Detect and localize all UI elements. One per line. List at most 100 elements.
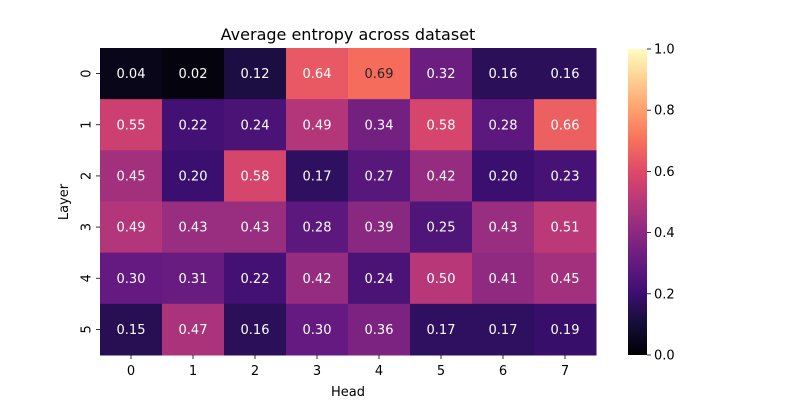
cell-value-label: 0.31 bbox=[179, 272, 208, 287]
cell-value-label: 0.16 bbox=[489, 67, 518, 82]
cell-value-label: 0.47 bbox=[179, 323, 208, 338]
heatmap-cell bbox=[472, 303, 535, 356]
heatmap-cell bbox=[162, 99, 225, 151]
heatmap-cell bbox=[286, 150, 349, 202]
heatmap-cell bbox=[348, 99, 411, 151]
colorbar-tick-label: 0.8 bbox=[654, 104, 675, 119]
cell-value-label: 0.04 bbox=[117, 67, 146, 82]
cell-value-label: 0.22 bbox=[179, 118, 208, 133]
x-tick-label: 5 bbox=[437, 364, 445, 379]
cell-value-label: 0.02 bbox=[179, 67, 208, 82]
heatmap-cell bbox=[410, 150, 473, 202]
cell-value-label: 0.45 bbox=[117, 169, 146, 184]
heatmap-cell bbox=[100, 99, 163, 151]
cell-value-label: 0.17 bbox=[427, 323, 456, 338]
cell-value-label: 0.16 bbox=[241, 323, 270, 338]
heatmap-cell bbox=[286, 201, 349, 254]
x-tick-label: 3 bbox=[313, 364, 321, 379]
cell-value-label: 0.34 bbox=[365, 118, 394, 133]
colorbar-tick-label: 0.2 bbox=[654, 287, 675, 302]
cell-value-label: 0.22 bbox=[241, 272, 270, 287]
cell-value-label: 0.50 bbox=[427, 272, 456, 287]
heatmap-cell bbox=[472, 150, 535, 202]
x-tick-label: 7 bbox=[561, 364, 569, 379]
heatmap-cell bbox=[534, 150, 597, 202]
heatmap-cell bbox=[162, 303, 225, 356]
cell-value-label: 0.24 bbox=[241, 118, 270, 133]
colorbar-ticks: 0.0 0.2 0.4 0.6 0.8 1.0 bbox=[647, 43, 675, 364]
heatmap-cell bbox=[100, 252, 163, 305]
heatmap-cells: 0.04 0.02 0.12 0.64 0.69 0.32 0.16 0.16 0.55 0.22… bbox=[100, 48, 597, 356]
cell-value-label: 0.17 bbox=[489, 323, 518, 338]
y-axis-label: Layer bbox=[57, 183, 72, 220]
cell-value-label: 0.69 bbox=[365, 67, 394, 82]
heatmap-cell bbox=[472, 48, 535, 100]
x-tick-label: 0 bbox=[127, 364, 135, 379]
cell-value-label: 0.17 bbox=[303, 169, 332, 184]
heatmap-cell bbox=[100, 48, 163, 100]
cell-value-label: 0.30 bbox=[117, 272, 146, 287]
heatmap-cell bbox=[286, 252, 349, 305]
heatmap-cell bbox=[534, 99, 597, 151]
heatmap-cell bbox=[162, 48, 225, 100]
y-tick-label: 5 bbox=[80, 325, 95, 333]
heatmap-cell bbox=[224, 252, 287, 305]
cell-value-label: 0.45 bbox=[551, 272, 580, 287]
cell-value-label: 0.16 bbox=[551, 67, 580, 82]
heatmap-cell bbox=[472, 201, 535, 254]
heatmap-cell bbox=[224, 48, 287, 100]
heatmap-cell bbox=[100, 201, 163, 254]
cell-value-label: 0.51 bbox=[551, 221, 580, 236]
cell-value-label: 0.32 bbox=[427, 67, 456, 82]
x-axis-ticks: 0 1 2 3 4 5 6 7 bbox=[127, 355, 569, 379]
heatmap-cell bbox=[348, 303, 411, 356]
cell-value-label: 0.64 bbox=[303, 67, 332, 82]
x-axis-label: Head bbox=[331, 385, 365, 400]
colorbar: 0.0 0.2 0.4 0.6 0.8 1.0 bbox=[628, 43, 675, 364]
colorbar-tick-label: 0.4 bbox=[654, 226, 675, 241]
cell-value-label: 0.42 bbox=[303, 272, 332, 287]
colorbar-gradient bbox=[628, 49, 647, 355]
heatmap-cell bbox=[348, 252, 411, 305]
cell-value-label: 0.24 bbox=[365, 272, 394, 287]
y-tick-label: 0 bbox=[80, 69, 95, 77]
heatmap-cell bbox=[410, 48, 473, 100]
x-tick-label: 2 bbox=[251, 364, 259, 379]
cell-value-label: 0.12 bbox=[241, 67, 270, 82]
cell-value-label: 0.20 bbox=[179, 169, 208, 184]
cell-value-label: 0.55 bbox=[117, 118, 146, 133]
x-tick-label: 6 bbox=[499, 364, 507, 379]
cell-value-label: 0.41 bbox=[489, 272, 518, 287]
cell-value-label: 0.43 bbox=[179, 221, 208, 236]
cell-value-label: 0.43 bbox=[489, 221, 518, 236]
heatmap-cell bbox=[410, 99, 473, 151]
heatmap-cell bbox=[224, 201, 287, 254]
y-tick-label: 4 bbox=[80, 274, 95, 282]
x-tick-label: 1 bbox=[189, 364, 197, 379]
cell-value-label: 0.36 bbox=[365, 323, 394, 338]
heatmap-cell bbox=[162, 252, 225, 305]
cell-value-label: 0.15 bbox=[117, 323, 146, 338]
cell-value-label: 0.66 bbox=[551, 118, 580, 133]
cell-value-label: 0.19 bbox=[551, 323, 580, 338]
heatmap-cell bbox=[410, 201, 473, 254]
cell-value-label: 0.23 bbox=[551, 169, 580, 184]
colorbar-tick-label: 1.0 bbox=[654, 43, 675, 58]
cell-value-label: 0.58 bbox=[241, 169, 270, 184]
cell-value-label: 0.49 bbox=[303, 118, 332, 133]
heatmap-cell bbox=[410, 252, 473, 305]
heatmap-cell bbox=[286, 303, 349, 356]
cell-value-label: 0.49 bbox=[117, 221, 146, 236]
cell-value-label: 0.58 bbox=[427, 118, 456, 133]
cell-value-label: 0.39 bbox=[365, 221, 394, 236]
heatmap-cell bbox=[534, 303, 597, 356]
heatmap-cell bbox=[534, 252, 597, 305]
cell-value-label: 0.28 bbox=[489, 118, 518, 133]
cell-value-label: 0.30 bbox=[303, 323, 332, 338]
cell-value-label: 0.20 bbox=[489, 169, 518, 184]
cell-value-label: 0.27 bbox=[365, 169, 394, 184]
cell-value-label: 0.43 bbox=[241, 221, 270, 236]
heatmap-cell bbox=[162, 150, 225, 202]
y-axis-ticks: 0 1 2 3 4 5 bbox=[80, 69, 100, 334]
